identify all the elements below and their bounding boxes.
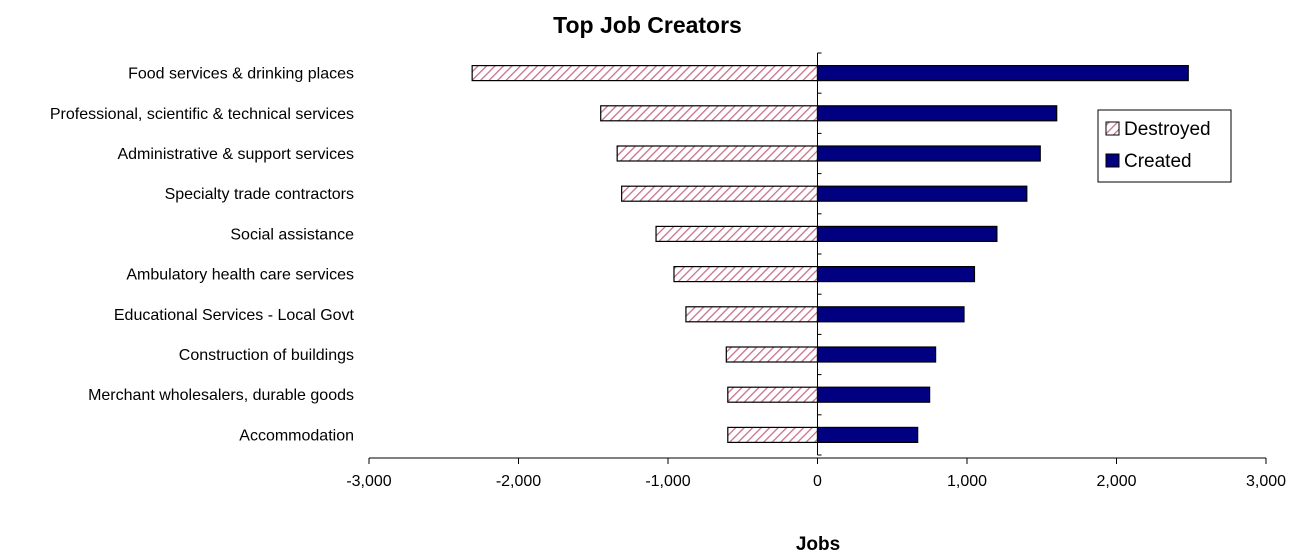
bar-created — [816, 266, 976, 283]
x-tick-label: -1,000 — [645, 473, 690, 490]
bar-destroyed — [727, 386, 819, 403]
category-label: Accommodation — [239, 427, 354, 444]
category-label: Social assistance — [230, 226, 354, 243]
x-tick-label: -2,000 — [496, 473, 541, 490]
axes-layer — [368, 52, 1267, 464]
legend-swatch-created — [1105, 153, 1120, 168]
legend-swatch-destroyed — [1105, 121, 1120, 136]
category-label: Food services & drinking places — [128, 66, 354, 83]
bar-destroyed — [673, 266, 819, 283]
bars-layer — [471, 64, 1189, 443]
x-tick-label: 1,000 — [947, 473, 987, 490]
bar-destroyed — [725, 346, 819, 363]
bar-destroyed — [616, 145, 819, 162]
bar-created — [816, 64, 1189, 82]
bar-created — [816, 105, 1058, 122]
bar-destroyed — [685, 306, 819, 323]
bar-created — [816, 225, 998, 242]
category-label: Administrative & support services — [117, 146, 354, 163]
category-label: Specialty trade contractors — [165, 186, 354, 203]
category-label: Professional, scientific & technical ser… — [50, 106, 354, 123]
bar-destroyed — [471, 64, 819, 82]
bar-destroyed — [655, 225, 819, 242]
x-tick-label: 3,000 — [1246, 473, 1286, 490]
category-label: Merchant wholesalers, durable goods — [88, 387, 354, 404]
x-axis-title: Jobs — [796, 534, 840, 554]
bar-created — [816, 426, 919, 443]
legend-label-destroyed: Destroyed — [1124, 119, 1211, 140]
legend: Destroyed Created — [1097, 109, 1232, 183]
x-tick-label: 0 — [813, 473, 822, 490]
legend-box — [1097, 109, 1232, 183]
chart-title: Top Job Creators — [553, 12, 742, 38]
bar-created — [816, 185, 1028, 202]
legend-label-created: Created — [1124, 151, 1192, 172]
x-tick-label: 2,000 — [1096, 473, 1136, 490]
bar-destroyed — [621, 185, 819, 202]
category-label: Construction of buildings — [179, 347, 354, 364]
bar-created — [816, 346, 937, 363]
category-label: Ambulatory health care services — [126, 267, 354, 284]
bar-created — [816, 145, 1041, 162]
bar-destroyed — [600, 105, 819, 122]
bar-created — [816, 306, 965, 323]
bar-created — [816, 386, 931, 403]
bar-destroyed — [727, 426, 819, 443]
labels-layer: Food services & drinking places Professio… — [50, 66, 1286, 490]
category-label: Educational Services - Local Govt — [114, 307, 355, 324]
x-tick-label: -3,000 — [346, 473, 391, 490]
